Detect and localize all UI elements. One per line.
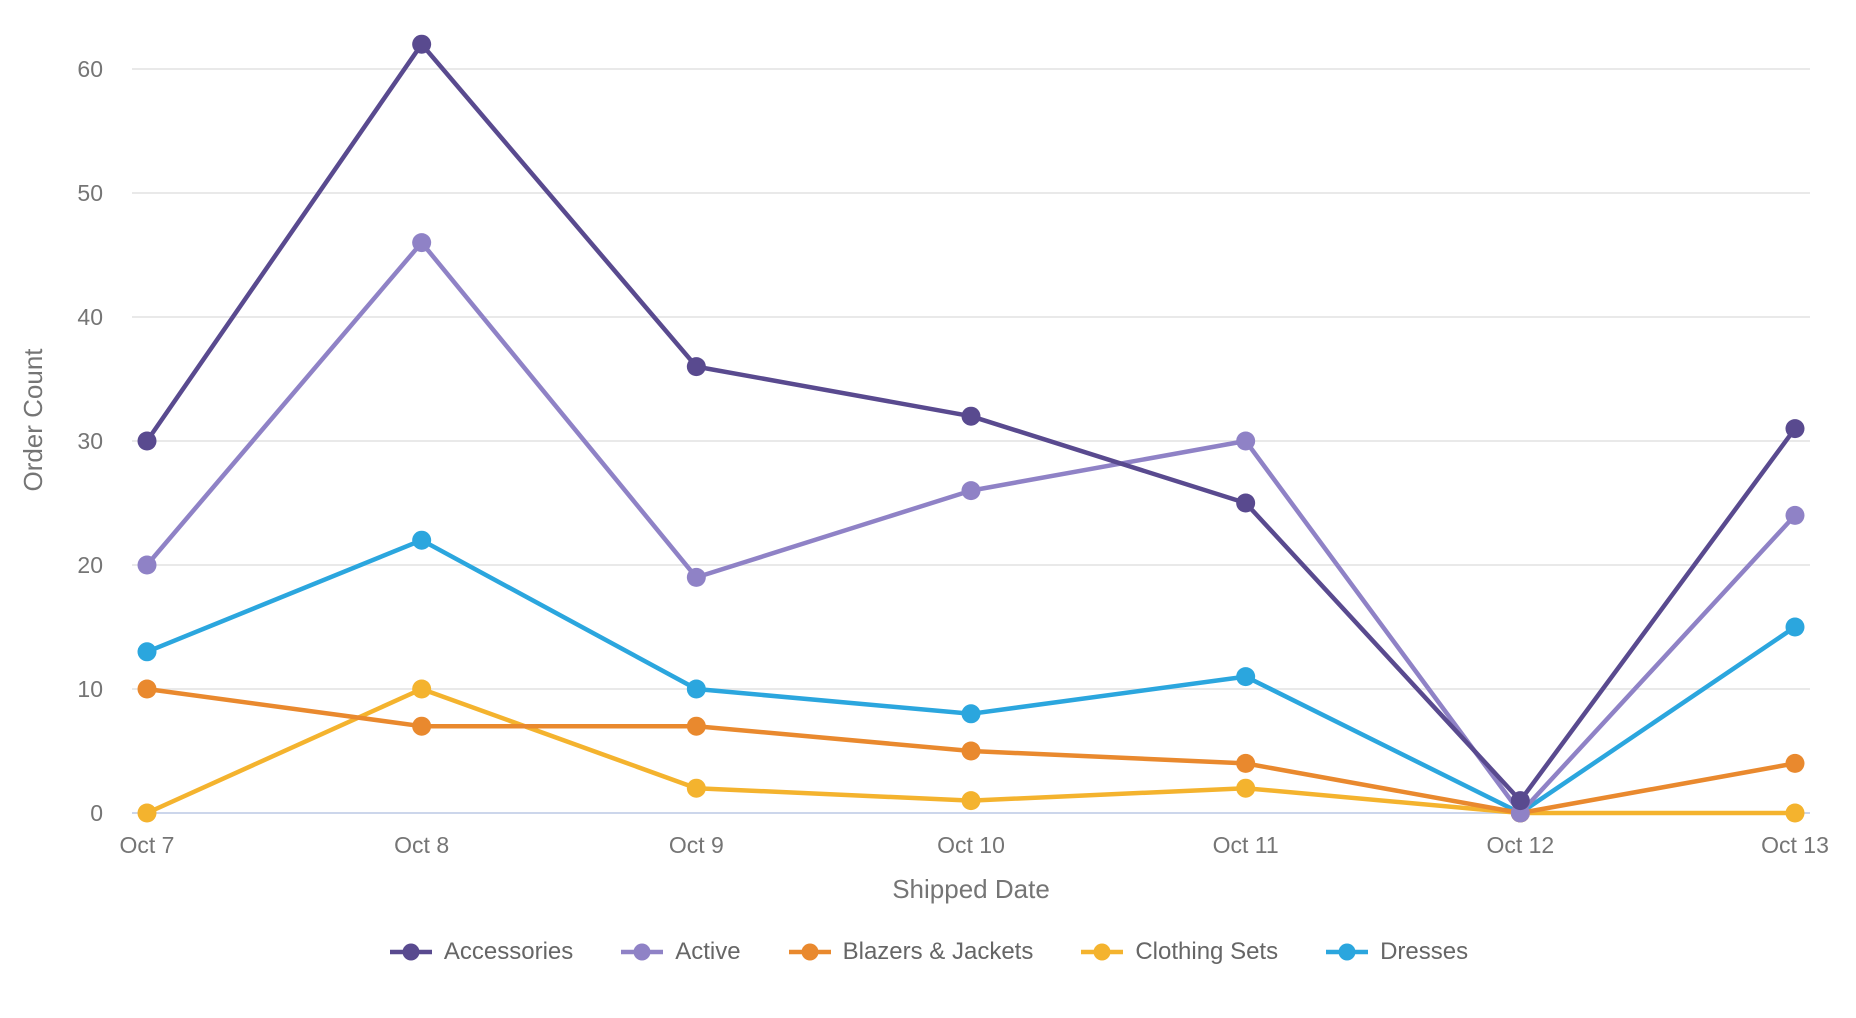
data-point-accessories[interactable] bbox=[1236, 493, 1256, 513]
y-tick-label: 40 bbox=[77, 304, 103, 330]
legend-item-clothing-sets[interactable]: Clothing Sets bbox=[1079, 938, 1278, 966]
legend-marker-blazers-jackets-icon bbox=[788, 943, 831, 961]
data-point-clothing-sets[interactable] bbox=[961, 791, 981, 811]
series-line-active bbox=[145, 240, 1797, 816]
data-point-clothing-sets[interactable] bbox=[412, 679, 432, 699]
data-point-blazers-jackets[interactable] bbox=[686, 716, 706, 736]
data-point-blazers-jackets[interactable] bbox=[961, 741, 981, 761]
x-tick-label: Oct 8 bbox=[394, 832, 449, 858]
x-tick-label: Oct 13 bbox=[1761, 832, 1829, 858]
data-point-accessories[interactable] bbox=[686, 357, 706, 377]
data-point-dresses[interactable] bbox=[961, 704, 981, 724]
legend-item-accessories[interactable]: Accessories bbox=[388, 938, 573, 966]
data-point-accessories[interactable] bbox=[1510, 791, 1530, 811]
data-point-blazers-jackets[interactable] bbox=[1785, 753, 1805, 773]
data-point-active[interactable] bbox=[1785, 505, 1805, 525]
data-point-dresses[interactable] bbox=[412, 530, 432, 550]
data-point-accessories[interactable] bbox=[412, 34, 432, 54]
y-axis-title: Order Count bbox=[18, 348, 48, 492]
data-point-active[interactable] bbox=[686, 567, 706, 587]
data-point-accessories[interactable] bbox=[961, 406, 981, 426]
data-point-clothing-sets[interactable] bbox=[686, 778, 706, 798]
x-tick-label: Oct 12 bbox=[1486, 832, 1554, 858]
data-point-blazers-jackets[interactable] bbox=[137, 679, 157, 699]
legend-label: Blazers & Jackets bbox=[842, 938, 1034, 965]
x-tick-label: Oct 11 bbox=[1213, 832, 1279, 858]
gridlines bbox=[132, 68, 1810, 814]
legend-item-active[interactable]: Active bbox=[619, 938, 741, 966]
data-point-clothing-sets[interactable] bbox=[1785, 803, 1805, 823]
legend-marker-dresses-icon bbox=[1326, 943, 1369, 961]
data-point-dresses[interactable] bbox=[137, 642, 157, 662]
x-axis-title: Shipped Date bbox=[892, 874, 1050, 904]
x-tick-label: Oct 7 bbox=[120, 832, 175, 858]
data-point-dresses[interactable] bbox=[1236, 667, 1256, 687]
data-point-blazers-jackets[interactable] bbox=[1236, 753, 1256, 773]
data-point-active[interactable] bbox=[137, 555, 157, 575]
x-axis-ticks: Oct 7 Oct 8 Oct 9 Oct 10 Oct 11 Oct 12 Oct 13 bbox=[120, 832, 1829, 858]
series-line-dresses bbox=[146, 537, 1797, 816]
legend-label: Accessories bbox=[443, 938, 574, 965]
y-tick-label: 60 bbox=[77, 56, 103, 82]
y-tick-label: 20 bbox=[77, 552, 103, 578]
data-point-clothing-sets[interactable] bbox=[1236, 778, 1256, 798]
y-tick-label: 0 bbox=[90, 800, 103, 826]
x-tick-label: Oct 10 bbox=[937, 832, 1005, 858]
data-point-clothing-sets[interactable] bbox=[137, 803, 157, 823]
x-tick-label: Oct 9 bbox=[669, 832, 724, 858]
data-point-active[interactable] bbox=[961, 481, 981, 501]
legend-marker-clothing-sets-icon bbox=[1081, 943, 1124, 961]
legend-label: Active bbox=[675, 938, 741, 965]
data-point-active[interactable] bbox=[412, 233, 432, 253]
legend-label: Clothing Sets bbox=[1135, 938, 1279, 965]
data-point-blazers-jackets[interactable] bbox=[412, 716, 432, 736]
y-tick-label: 50 bbox=[77, 180, 103, 206]
legend-label: Dresses bbox=[1380, 938, 1469, 965]
legend-marker-accessories-icon bbox=[389, 943, 432, 961]
y-tick-label: 30 bbox=[77, 428, 103, 454]
chart-legend: Accessories Active Blazers & Jackets Clothi… bbox=[0, 938, 1856, 966]
y-axis-ticks: 0 10 20 30 40 50 60 bbox=[77, 56, 103, 826]
data-point-dresses[interactable] bbox=[686, 679, 706, 699]
data-point-accessories[interactable] bbox=[137, 431, 157, 451]
y-tick-label: 10 bbox=[77, 676, 103, 702]
data-point-accessories[interactable] bbox=[1785, 419, 1805, 439]
data-point-dresses[interactable] bbox=[1785, 617, 1805, 637]
data-point-active[interactable] bbox=[1236, 431, 1256, 451]
legend-marker-active-icon bbox=[621, 943, 664, 961]
legend-item-blazers-jackets[interactable]: Blazers & Jackets bbox=[787, 938, 1034, 966]
legend-item-dresses[interactable]: Dresses bbox=[1324, 938, 1468, 966]
series-lines bbox=[137, 34, 1805, 823]
